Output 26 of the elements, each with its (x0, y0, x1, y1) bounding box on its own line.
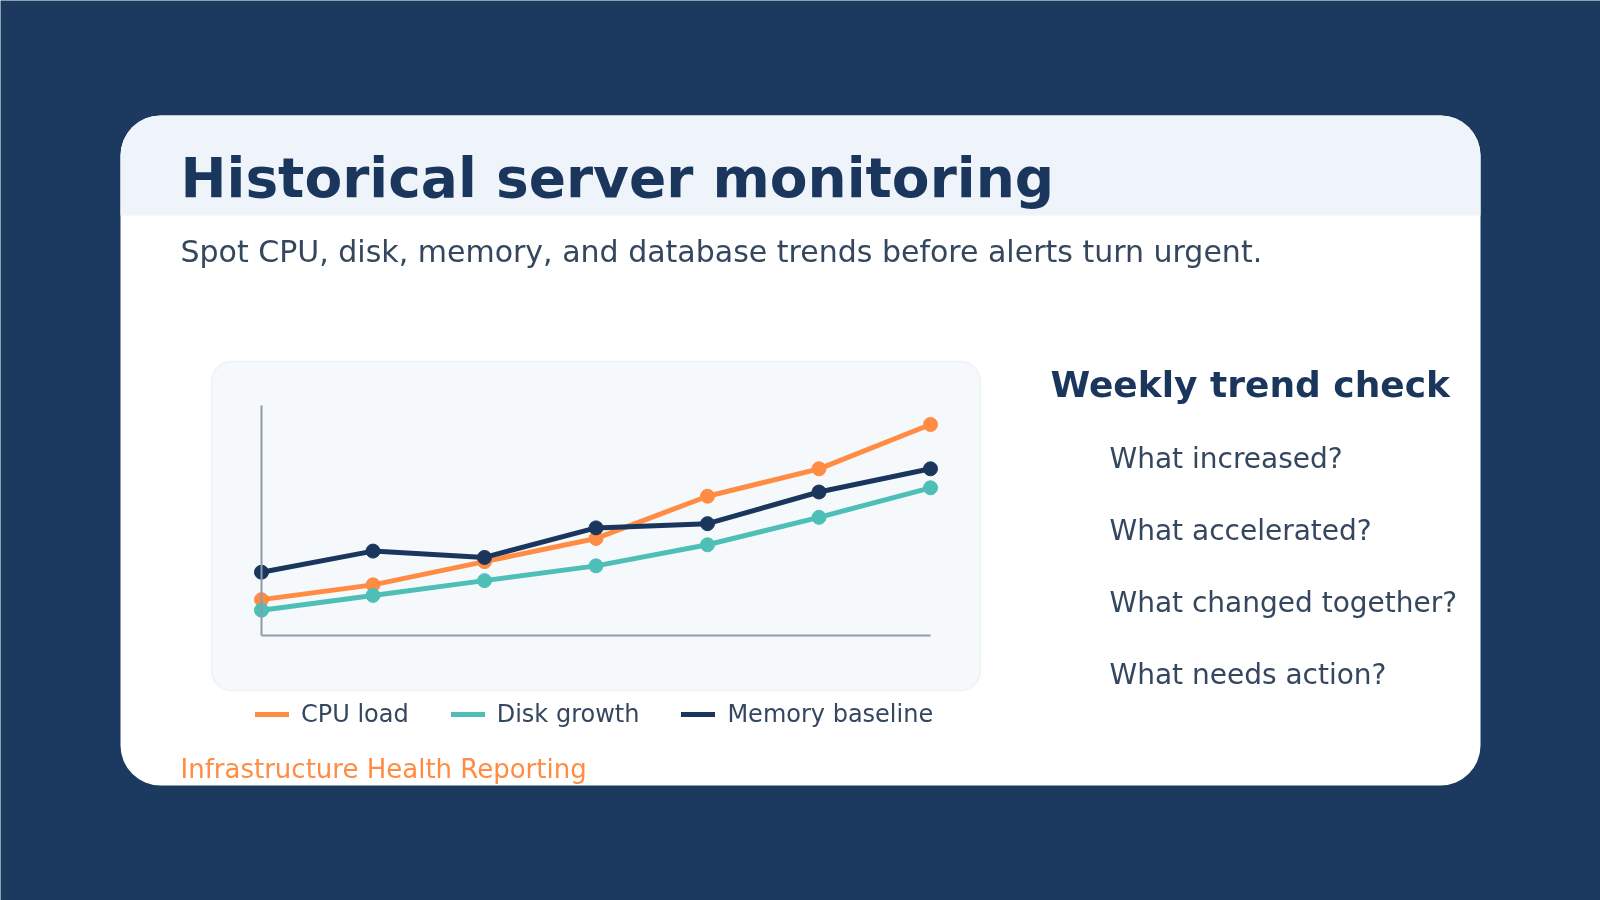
point (923, 480, 938, 496)
point (700, 516, 715, 532)
point (365, 543, 381, 559)
point (365, 587, 381, 603)
point (923, 461, 938, 477)
text: Weekly trend check (1050, 364, 1452, 405)
point (923, 417, 938, 432)
text: What needs action? (1109, 658, 1387, 691)
point (588, 558, 604, 574)
legend-label: Memory baseline (727, 700, 934, 728)
text: Infrastructure Health Reporting (180, 753, 587, 784)
text: What accelerated? (1109, 514, 1372, 547)
point (700, 488, 715, 504)
point (811, 484, 827, 500)
point (811, 461, 827, 477)
point (477, 549, 492, 565)
chart-title: Historical server monitoring (180, 145, 1055, 210)
legend-label: CPU load (301, 700, 409, 728)
point (700, 537, 715, 553)
text: What changed together? (1109, 586, 1458, 619)
point (477, 573, 492, 589)
text: What increased? (1109, 442, 1343, 475)
point (811, 509, 827, 525)
point (588, 520, 604, 536)
chart-subtitle: Spot CPU, disk, memory, and database trends before alerts turn urgent. (180, 234, 1263, 269)
legend-label: Disk growth (496, 700, 640, 728)
